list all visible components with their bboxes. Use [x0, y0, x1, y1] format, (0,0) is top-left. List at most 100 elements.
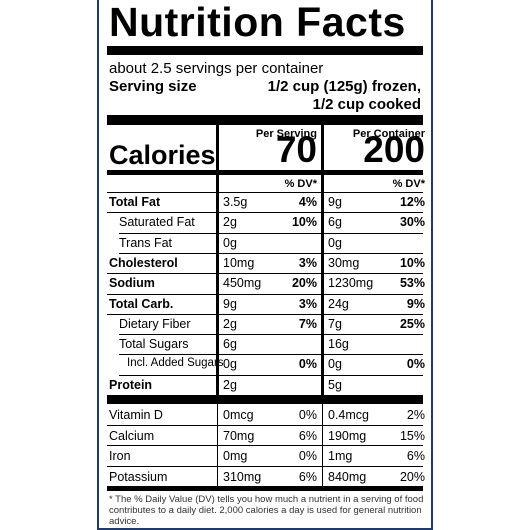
vitamin-amount: 0.4mcg: [328, 408, 369, 422]
daily-value-percent: 9%: [406, 296, 425, 311]
vitamin-amount: 70mg: [223, 428, 255, 443]
footnote-rule: [107, 486, 423, 491]
daily-value-percent: 53%: [399, 276, 425, 291]
nutrient-name: Dietary Fiber: [119, 316, 191, 331]
nutrient-amount: 3.5g: [223, 195, 248, 209]
row-divider: [107, 212, 423, 214]
label-title: Nutrition Facts: [109, 0, 406, 45]
nutrient-name: Trans Fat: [119, 235, 173, 250]
servings-per-container: about 2.5 servings per container: [109, 60, 324, 77]
vitamin-name: Vitamin D: [109, 408, 163, 422]
daily-value-percent: 7%: [298, 316, 317, 331]
daily-value-percent: 6%: [298, 428, 317, 443]
row-divider: [107, 273, 423, 275]
nutrient-amount: 6g: [328, 215, 342, 230]
daily-value-percent: 3%: [298, 255, 317, 270]
vitamin-amount: 310mg: [223, 469, 262, 484]
row-divider: [107, 465, 423, 467]
nutrient-name: Total Carb.: [109, 296, 174, 311]
serving-rule: [107, 115, 423, 125]
column-divider: [322, 445, 323, 466]
daily-value-percent: 3%: [298, 296, 317, 311]
daily-value-percent: 6%: [406, 449, 425, 463]
column-divider: [217, 424, 218, 445]
vitamin-name: Iron: [109, 449, 131, 463]
serving-size-label: Serving size: [109, 78, 197, 95]
serving-size-value-1: 1/2 cup (125g) frozen,: [267, 78, 421, 95]
daily-value-percent: 15%: [399, 428, 425, 443]
row-divider: [107, 445, 423, 446]
nutrient-amount: 2g: [223, 377, 237, 392]
row-divider: [107, 293, 423, 295]
calories-label: Calories: [109, 140, 216, 170]
nutrient-amount: 5g: [328, 377, 342, 392]
column-divider: [217, 465, 218, 486]
calories-rule: [107, 170, 423, 175]
nutrient-name: Total Sugars: [119, 337, 189, 352]
footnote: * The % Daily Value (DV) tells you how m…: [109, 494, 424, 527]
nutrient-amount: 0g: [328, 357, 342, 372]
column-divider: [217, 404, 218, 425]
daily-value-percent: 10%: [291, 215, 317, 230]
nutrient-amount: 450mg: [223, 276, 262, 291]
nutrient-name: Incl. Added Sugars: [127, 357, 224, 370]
daily-value-percent: 0%: [406, 357, 425, 372]
row-divider: [107, 424, 423, 426]
vitamin-name: Calcium: [109, 428, 155, 443]
nutrient-amount: 9g: [328, 195, 342, 209]
nutrient-amount: 7g: [328, 316, 342, 331]
daily-value-percent: 0%: [298, 408, 317, 422]
daily-value-percent: 2%: [406, 408, 425, 422]
nutrient-amount: 2g: [223, 316, 237, 331]
vitamin-name: Potassium: [109, 469, 168, 484]
nutrition-facts-panel: Nutrition Facts about 2.5 servings per c…: [97, 0, 433, 530]
nutrient-amount: 24g: [328, 296, 349, 311]
nutrient-amount: 0g: [223, 357, 237, 372]
row-divider: [119, 334, 423, 336]
nutrient-amount: 0g: [223, 235, 237, 250]
calories-per-serving: 70: [275, 129, 317, 170]
nutrient-name: Saturated Fat: [119, 215, 195, 230]
row-divider: [119, 232, 423, 234]
daily-value-percent: 25%: [399, 316, 425, 331]
daily-value-percent: 0%: [298, 357, 317, 372]
column-divider: [217, 445, 218, 466]
vitamin-amount: 1mg: [328, 449, 353, 463]
vitamin-amount: 0mg: [223, 449, 248, 463]
vitamins-rule: [107, 395, 423, 404]
daily-value-percent: 0%: [298, 449, 317, 463]
column-divider: [322, 465, 323, 486]
nutrient-name: Sodium: [109, 276, 155, 291]
dv-header-serving: % DV*: [284, 178, 317, 190]
nutrient-amount: 10mg: [223, 255, 255, 270]
row-divider: [119, 252, 423, 254]
daily-value-percent: 20%: [291, 276, 317, 291]
column-divider-container: [321, 125, 324, 395]
column-divider: [322, 404, 323, 425]
dv-header-container: % DV*: [392, 178, 425, 190]
nutrient-amount: 6g: [223, 337, 237, 352]
daily-value-percent: 12%: [399, 195, 425, 209]
nutrient-name: Cholesterol: [109, 255, 178, 270]
nutrient-name: Total Fat: [109, 195, 161, 209]
nutrient-amount: 16g: [328, 337, 349, 352]
row-divider: [119, 354, 423, 356]
nutrient-amount: 30mg: [328, 255, 360, 270]
serving-size-value-2: 1/2 cup cooked: [312, 96, 421, 113]
title-rule: [107, 46, 423, 55]
daily-value-percent: 10%: [399, 255, 425, 270]
nutrient-amount: 0g: [328, 235, 342, 250]
nutrient-name: Protein: [109, 377, 153, 392]
daily-value-percent: 20%: [399, 469, 425, 484]
column-divider-serving: [216, 125, 219, 395]
row-divider: [107, 313, 423, 315]
calories-per-container: 200: [363, 129, 425, 170]
vitamin-amount: 0mcg: [223, 408, 254, 422]
header-per-container: Per Container: [352, 128, 425, 140]
vitamin-amount: 190mg: [328, 428, 367, 443]
nutrient-amount: 1230mg: [328, 276, 374, 291]
column-divider: [322, 424, 323, 445]
daily-value-percent: 4%: [298, 195, 317, 209]
daily-value-percent: 6%: [298, 469, 317, 484]
nutrient-amount: 2g: [223, 215, 237, 230]
